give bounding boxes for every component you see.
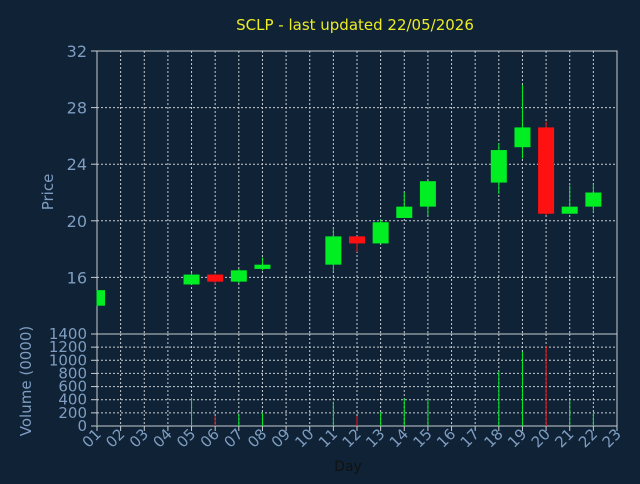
candle	[183, 273, 200, 285]
x-tick-label: 02	[102, 425, 128, 451]
x-tick-label: 15	[410, 425, 436, 451]
x-tick-label: 11	[315, 425, 341, 451]
chart-title: SCLP - last updated 22/05/2026	[236, 16, 474, 34]
candle-body	[349, 236, 365, 244]
candle-body	[538, 127, 555, 214]
x-tick-label: 03	[126, 425, 152, 451]
x-axis-label: Day	[334, 459, 362, 475]
x-tick-label: 13	[362, 425, 388, 451]
candle-body	[183, 274, 200, 285]
candle	[230, 268, 247, 284]
x-tick-label: 21	[551, 425, 577, 451]
x-tick-label: 20	[528, 425, 554, 451]
x-tick-label: 23	[599, 425, 625, 451]
x-tick-label: 19	[504, 425, 530, 451]
x-tick-label: 09	[268, 425, 294, 451]
volume-tick-label: 1000	[49, 351, 87, 369]
volume-tick-label: 1400	[49, 325, 87, 343]
x-tick-label: 06	[197, 425, 223, 451]
candle	[372, 219, 389, 244]
candle	[538, 121, 555, 216]
candle-body	[490, 150, 507, 183]
candle-body	[396, 206, 413, 218]
x-tick-label: 17	[457, 425, 483, 451]
candle	[396, 192, 413, 218]
candle	[254, 257, 271, 271]
candle-body	[254, 264, 271, 269]
candle-body	[325, 236, 342, 265]
candle	[490, 142, 507, 194]
price-tick-label: 28	[67, 99, 87, 118]
candle-body	[561, 206, 578, 214]
x-tick-label: 05	[173, 425, 199, 451]
x-tick-label: 14	[386, 425, 412, 451]
volume-panel: 0200400600800100012001400010203040506070…	[49, 325, 625, 451]
x-tick-label: 22	[575, 425, 601, 451]
x-tick-label: 08	[244, 425, 270, 451]
price-tick-label: 32	[67, 42, 87, 61]
volume-axis-label: Volume (0000)	[17, 326, 35, 436]
x-tick-label: 12	[339, 425, 365, 451]
candle-body	[514, 127, 531, 148]
price-tick-label: 24	[67, 155, 87, 174]
price-panel: 16 20 24 28 32	[67, 42, 618, 335]
volume-tick-label: 0	[77, 417, 87, 435]
volume-tick-label: 600	[58, 378, 87, 396]
candle-body	[230, 270, 247, 282]
price-tick-label: 20	[67, 212, 87, 231]
candle-body	[207, 274, 224, 282]
x-tick-label: 10	[291, 425, 317, 451]
volume-tick-label: 400	[58, 391, 87, 409]
volume-tick-label: 1200	[49, 338, 87, 356]
volume-tick-label: 800	[58, 364, 87, 382]
x-tick-label: 16	[433, 425, 459, 451]
candle	[561, 185, 578, 214]
candle	[349, 236, 365, 252]
candle	[325, 229, 342, 272]
candle-body	[372, 222, 389, 244]
price-axis-label: Price	[39, 174, 57, 211]
price-tick-label: 16	[67, 268, 87, 287]
candle	[419, 181, 436, 216]
x-tick-label: 18	[480, 425, 506, 451]
x-tick-label: 07	[220, 425, 246, 451]
candle	[514, 84, 531, 159]
volume-tick-label: 200	[58, 404, 87, 422]
x-tick-label: 04	[150, 425, 176, 451]
candle-body	[97, 290, 105, 306]
candle	[207, 273, 224, 285]
candle	[585, 184, 602, 213]
candle	[96, 290, 105, 306]
candle-body	[419, 181, 436, 207]
candle-body	[585, 192, 602, 207]
